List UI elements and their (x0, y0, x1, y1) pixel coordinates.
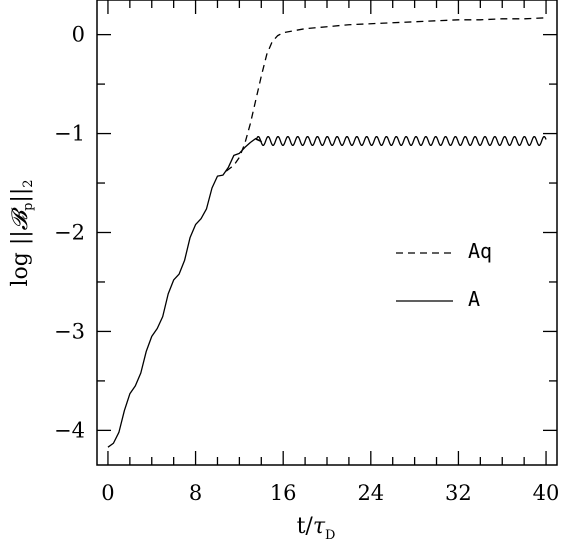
legend-label-aq: Aq (468, 239, 492, 263)
x-tick-label: 24 (357, 481, 384, 505)
series-layer (107, 17, 547, 448)
legend-label-a: A (468, 287, 480, 311)
y-axis-label: log ||𝓑p||2 (8, 179, 36, 286)
svg-text:log ||𝓑p||2: log ||𝓑p||2 (8, 179, 36, 286)
y-tick-label: −3 (54, 319, 85, 343)
ticks (97, 0, 557, 465)
x-tick-label: 16 (270, 481, 297, 505)
series-line-aq (225, 17, 547, 172)
plot-frame (96, 0, 558, 466)
series-line-a (107, 135, 547, 448)
y-tick-label: −1 (54, 122, 85, 146)
legend: Aq A (396, 239, 492, 311)
y-tick-label: −4 (54, 418, 85, 442)
x-tick-label: 8 (189, 481, 202, 505)
x-axis-label: t/τD (297, 514, 336, 540)
x-tick-label: 40 (533, 481, 560, 505)
svg-text:t/τD: t/τD (297, 514, 336, 540)
tick-labels: 0 8 16 24 32 40 0 −1 −2 −3 −4 (54, 23, 559, 505)
y-tick-label: −2 (54, 221, 85, 245)
y-tick-label: 0 (72, 23, 85, 47)
x-tick-label: 32 (445, 481, 472, 505)
x-tick-label: 0 (101, 481, 114, 505)
